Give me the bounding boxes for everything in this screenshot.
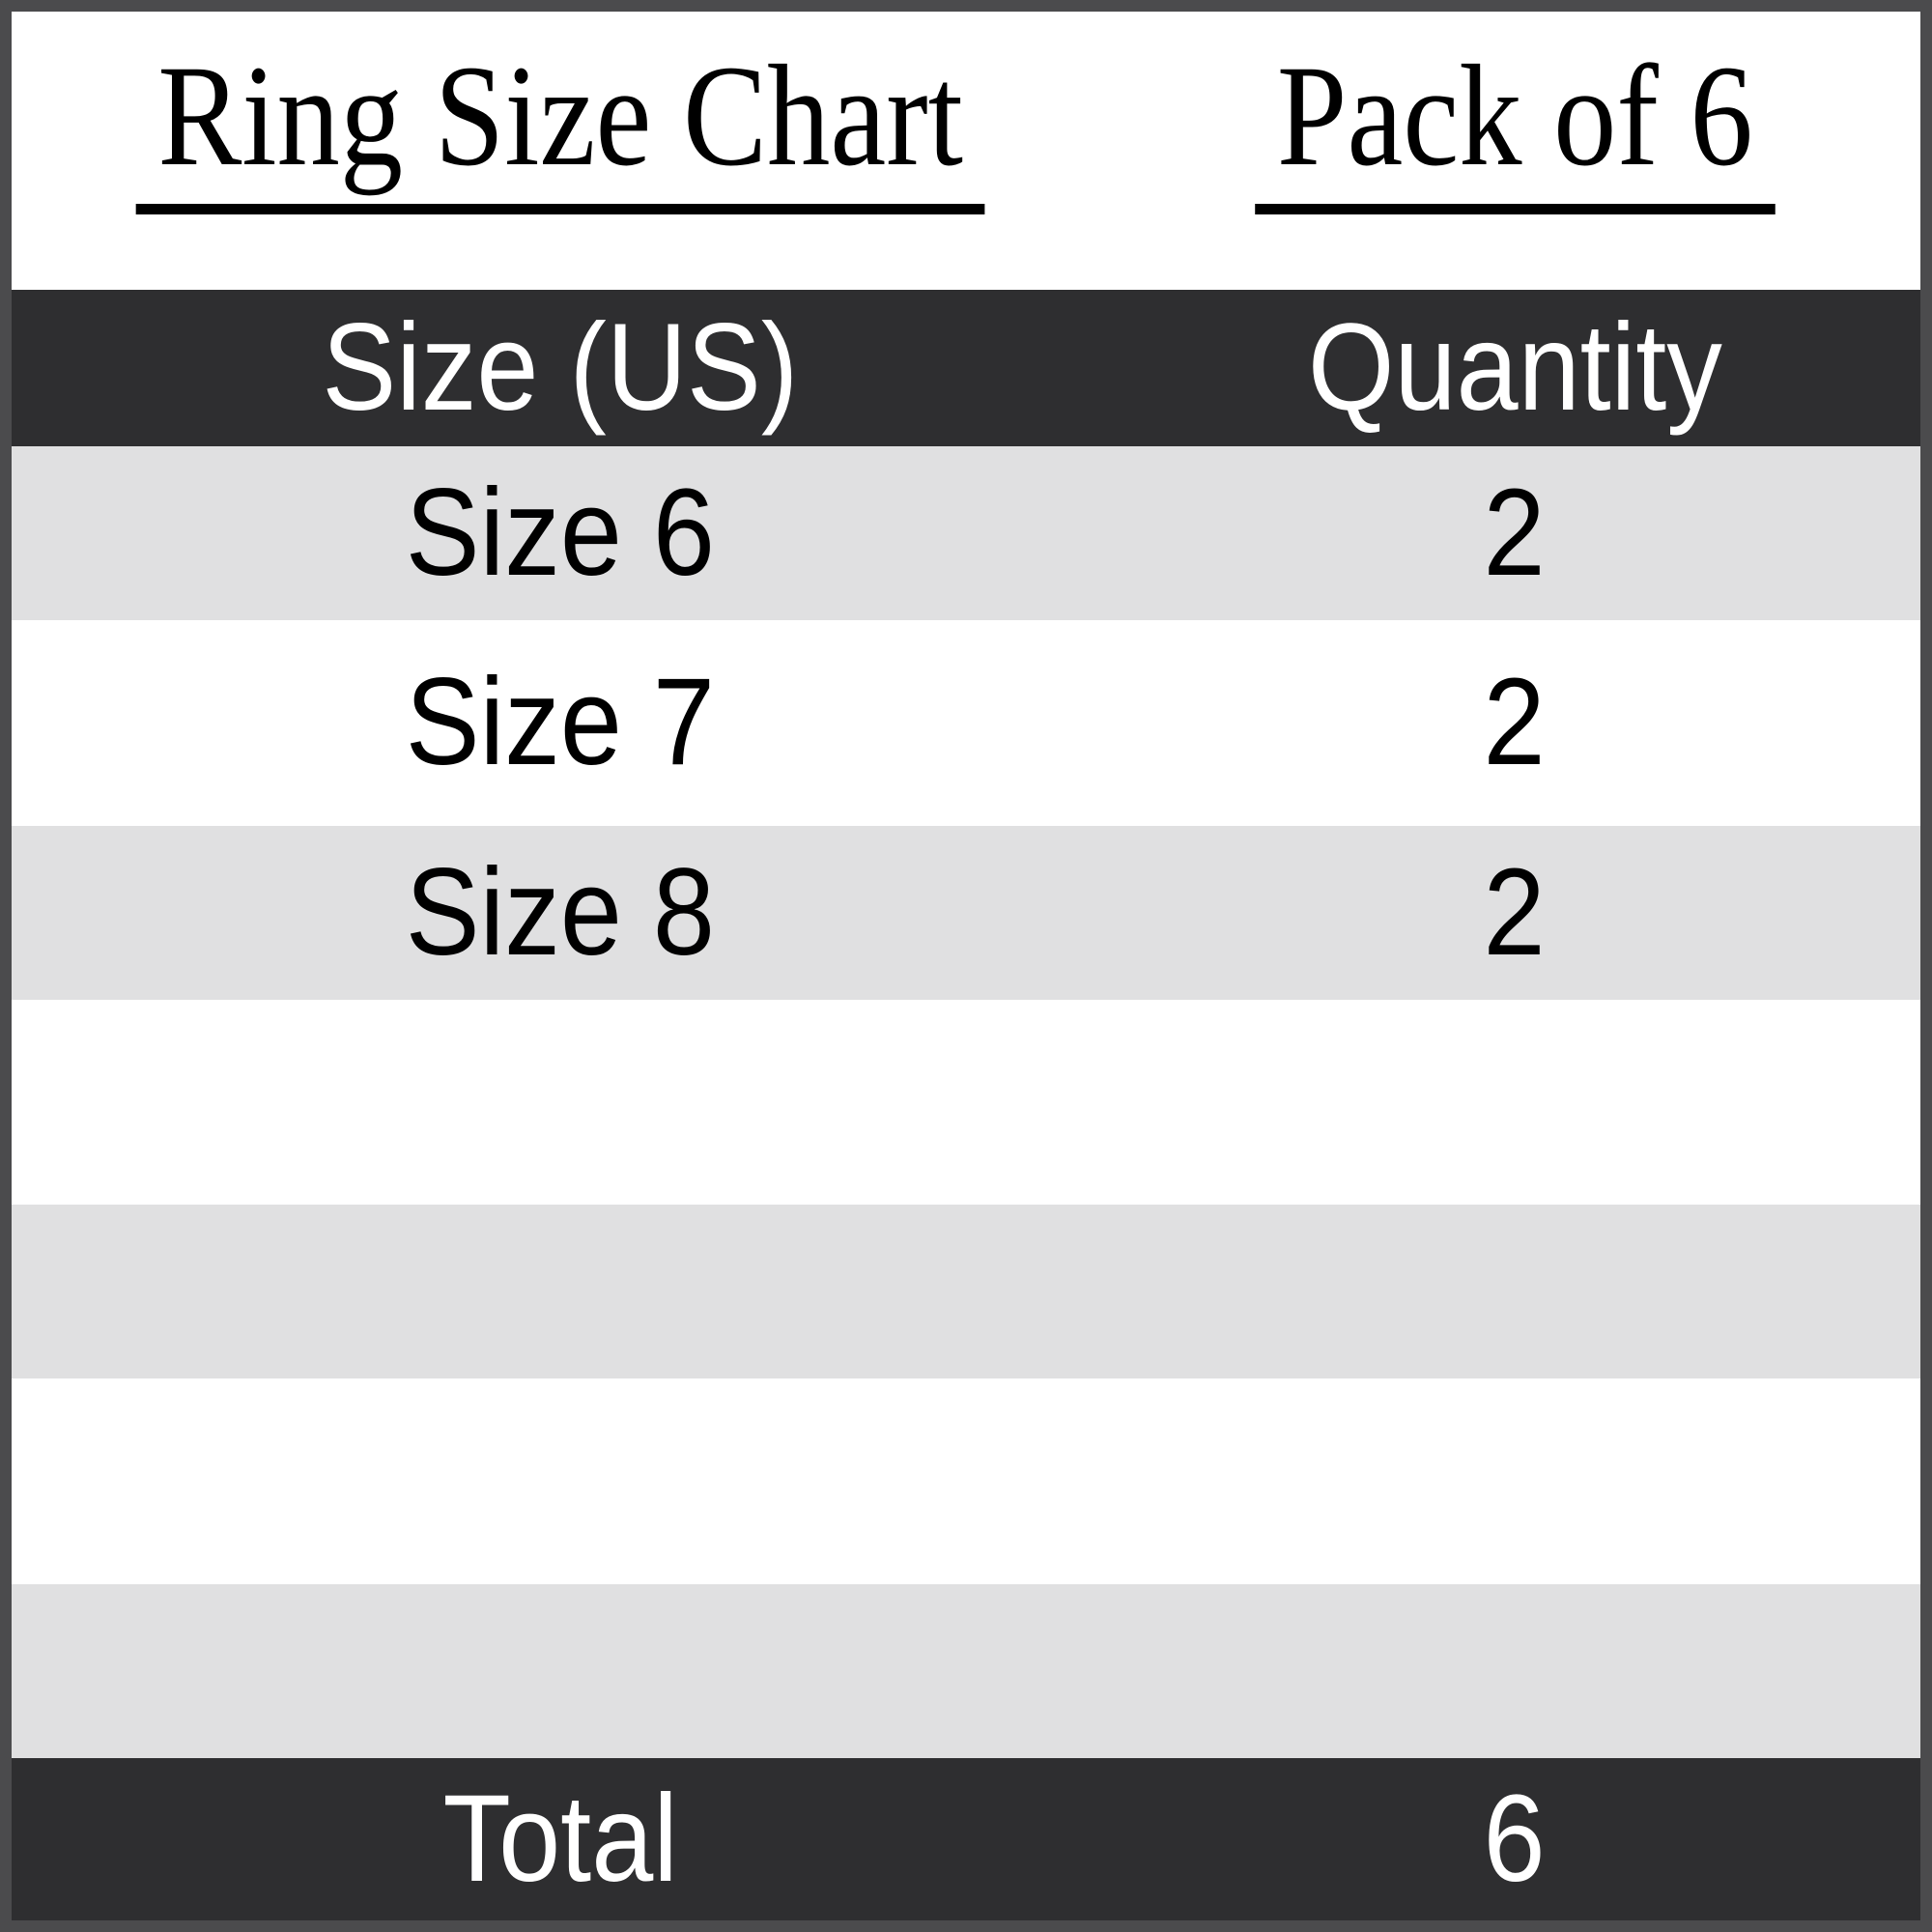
quantity-cell bbox=[1109, 1205, 1920, 1378]
total-value-cell: 6 bbox=[1109, 1758, 1920, 1920]
pack-title: Pack of 6 bbox=[1255, 43, 1776, 214]
size-value: Size 6 bbox=[406, 463, 716, 602]
total-label: Total bbox=[442, 1770, 678, 1909]
total-value: 6 bbox=[1484, 1770, 1547, 1909]
size-cell bbox=[12, 1378, 1109, 1584]
table-total-row: Total 6 bbox=[12, 1758, 1920, 1920]
quantity-value: 2 bbox=[1484, 842, 1547, 981]
header-cell-quantity: Quantity bbox=[1109, 290, 1920, 446]
size-value: Size 7 bbox=[406, 653, 716, 792]
size-cell bbox=[12, 1584, 1109, 1758]
quantity-cell: 2 bbox=[1109, 446, 1920, 620]
table-row bbox=[12, 1205, 1920, 1379]
table-row: Size 6 2 bbox=[12, 446, 1920, 620]
size-cell: Size 6 bbox=[12, 446, 1109, 620]
column-header-size: Size (US) bbox=[322, 298, 799, 437]
quantity-value: 2 bbox=[1484, 653, 1547, 792]
table-header-row: Size (US) Quantity bbox=[12, 290, 1920, 446]
table-row bbox=[12, 999, 1920, 1206]
size-value: Size 8 bbox=[406, 842, 716, 981]
table-row bbox=[12, 1584, 1920, 1759]
table-row: Size 7 2 bbox=[12, 619, 1920, 826]
size-cell bbox=[12, 1000, 1109, 1206]
quantity-cell: 2 bbox=[1109, 826, 1920, 1000]
chart-title: Ring Size Chart bbox=[135, 43, 985, 214]
table-row bbox=[12, 1378, 1920, 1585]
title-section: Ring Size Chart Pack of 6 bbox=[12, 12, 1920, 290]
quantity-cell bbox=[1109, 1000, 1920, 1206]
quantity-cell bbox=[1109, 1584, 1920, 1758]
size-cell: Size 8 bbox=[12, 826, 1109, 1000]
size-cell: Size 7 bbox=[12, 620, 1109, 826]
header-cell-size: Size (US) bbox=[12, 290, 1109, 446]
quantity-cell bbox=[1109, 1378, 1920, 1584]
title-cell-right: Pack of 6 bbox=[1109, 43, 1920, 214]
quantity-cell: 2 bbox=[1109, 620, 1920, 826]
title-cell-left: Ring Size Chart bbox=[12, 43, 1109, 214]
column-header-quantity: Quantity bbox=[1307, 298, 1722, 437]
quantity-value: 2 bbox=[1484, 463, 1547, 602]
total-label-cell: Total bbox=[12, 1758, 1109, 1920]
size-cell bbox=[12, 1205, 1109, 1378]
table-row: Size 8 2 bbox=[12, 825, 1920, 1000]
